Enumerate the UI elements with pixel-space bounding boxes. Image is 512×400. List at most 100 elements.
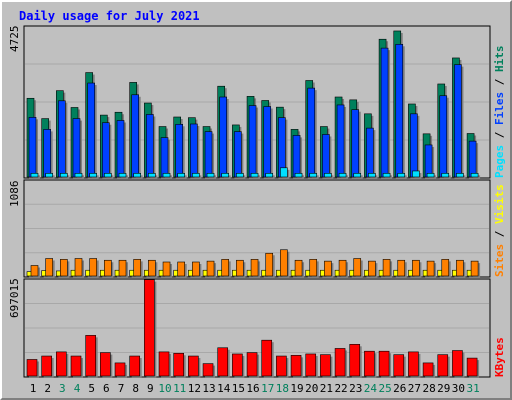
bar-kbytes-23 [349,344,361,377]
bar-sites-15 [236,259,244,277]
bar-kbytes-4 [70,355,82,377]
bar-pages-3 [60,173,68,178]
x-tick-label-8: 8 [132,382,139,395]
bar-files-5 [87,82,95,178]
bar-kbytes-18 [276,355,287,377]
bar-pages-31 [470,173,479,178]
x-tick-label-25: 25 [378,382,391,395]
bar-files-11 [175,124,183,178]
bar-pages-17 [265,173,274,178]
bar-files-4 [72,118,81,178]
bar-pages-5 [89,173,97,178]
bar-kbytes-29 [437,354,449,377]
x-tick-label-16: 16 [246,382,259,395]
bar-pages-13 [206,173,215,178]
bar-pages-22 [338,173,347,178]
legend-text: Sites / Visits [493,184,506,277]
x-tick-label-14: 14 [217,382,231,395]
bar-pages-2 [45,173,53,178]
x-tick-label-13: 13 [202,382,215,395]
x-axis-labels: 1 2 3 4 5 6 7 8 9 10 11 12 13 14 15 16 17 18 19 20 21 22 23 24 2… [30,382,480,395]
bar-files-6 [102,122,110,178]
bar-pages-7 [118,173,127,178]
bot-ymax-label: 697015 [8,278,21,318]
bar-files-25 [380,47,389,178]
x-tick-label-12: 12 [188,382,201,395]
panel-kbytes: 697015 KBytes [8,278,506,378]
bar-sites-11 [177,261,185,277]
legend-text: KBytes [493,337,506,377]
bar-kbytes-2 [41,355,52,377]
x-tick-label-19: 19 [290,382,303,395]
x-tick-label-17: 17 [261,382,274,395]
bar-files-22 [336,104,345,178]
bar-sites-9 [148,259,156,277]
bar-kbytes-19 [290,355,302,377]
bar-kbytes-5 [85,335,96,377]
bar-kbytes-9 [144,279,155,377]
bar-sites-25 [382,259,391,277]
x-tick-label-10: 10 [158,382,171,395]
bar-sites-5 [89,258,97,277]
bar-sites-1 [30,265,39,277]
bar-files-24 [366,127,374,178]
x-tick-label-20: 20 [305,382,318,395]
x-tick-label-28: 28 [422,382,435,395]
bar-sites-28 [426,260,435,277]
x-tick-label-18: 18 [276,382,289,395]
legend-separator: / [493,72,506,92]
bar-sites-29 [441,259,450,277]
bar-kbytes-3 [56,351,67,377]
bar-files-21 [322,134,330,178]
bar-pages-20 [309,173,318,178]
x-tick-label-22: 22 [334,382,347,395]
top-ymax-label: 4725 [8,26,21,53]
legend-text: Pages / Files / Hits [493,46,506,179]
x-tick-label-9: 9 [147,382,154,395]
bar-pages-24 [368,173,376,178]
bar-pages-4 [74,173,83,178]
bar-sites-8 [133,259,141,277]
bar-sites-26 [397,259,406,277]
bar-kbytes-28 [422,362,434,377]
bar-files-12 [190,123,198,178]
bar-kbytes-17 [261,339,273,377]
bar-kbytes-30 [452,350,463,377]
bar-sites-27 [412,259,420,277]
bar-kbytes-21 [320,354,331,377]
bar-files-15 [234,131,242,178]
legend-item-sites: Sites [493,244,506,277]
bar-files-31 [468,140,477,178]
bar-sites-10 [162,261,171,277]
bar-sites-20 [309,259,318,277]
bar-pages-30 [456,173,464,178]
bar-pages-10 [162,173,171,178]
bar-pages-11 [177,173,185,178]
mid-ymax-label: 1086 [8,181,21,208]
legend-item-visits: Visits [493,184,506,224]
x-tick-label-21: 21 [320,382,333,395]
bar-files-3 [58,100,66,178]
bar-sites-23 [353,258,362,277]
bar-files-13 [204,131,213,178]
x-tick-label-7: 7 [118,382,125,395]
x-tick-label-6: 6 [103,382,110,395]
bar-pages-6 [104,173,112,178]
bar-pages-16 [250,173,259,178]
bar-files-26 [395,44,404,178]
x-tick-label-31: 31 [466,382,479,395]
bar-sites-24 [368,260,376,277]
bar-sites-13 [206,260,215,277]
bar-pages-27 [412,170,420,178]
bar-kbytes-22 [334,348,346,377]
x-tick-label-4: 4 [74,382,81,395]
bar-pages-28 [426,173,435,178]
bar-kbytes-13 [202,363,214,377]
bar-files-29 [439,95,448,178]
legend-item-files: Files [493,92,506,125]
bar-kbytes-20 [305,353,317,377]
legend-separator: / [493,125,506,145]
bar-kbytes-11 [173,352,184,377]
bar-pages-14 [221,173,230,178]
bar-pages-1 [30,173,39,178]
